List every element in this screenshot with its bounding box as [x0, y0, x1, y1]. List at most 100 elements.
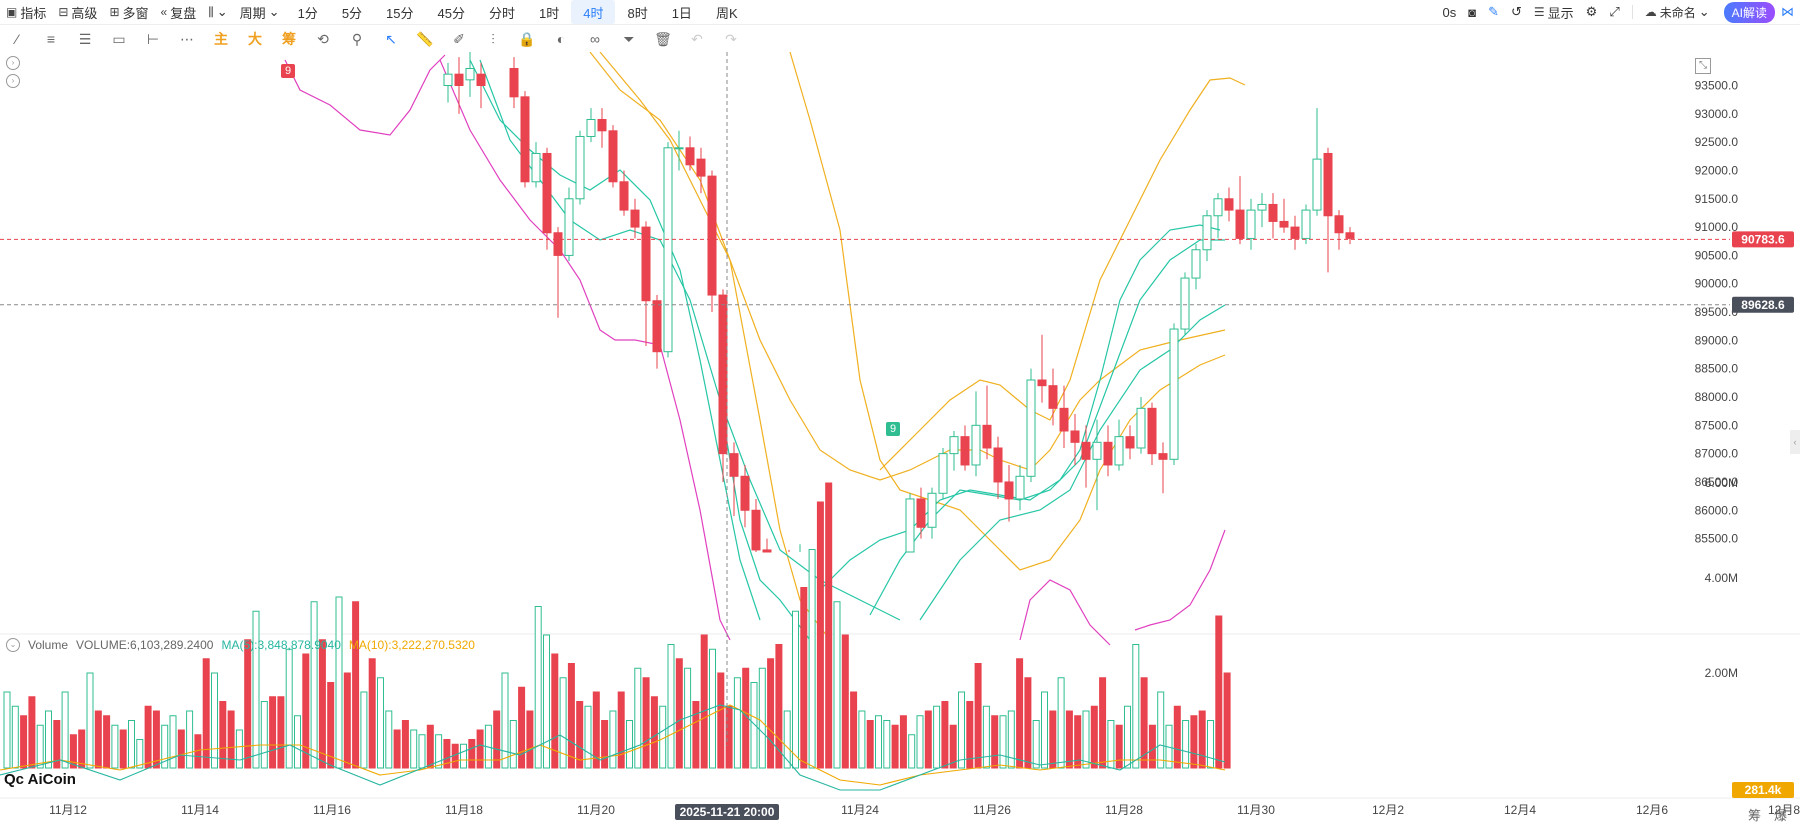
display-button[interactable]: ☰ 显示 [1528, 0, 1580, 24]
period-2[interactable]: 15分 [386, 5, 414, 21]
collapse-icon[interactable]: ⌄ [6, 638, 20, 652]
volume-bar [136, 739, 144, 769]
cursor-icon[interactable]: ↖ [385, 30, 397, 47]
share-icon[interactable]: ⋈ [1781, 4, 1794, 19]
link-icon[interactable]: ∞ [590, 31, 600, 47]
volume-last-tag: 281.4k [1745, 783, 1782, 797]
volume-bar [1140, 677, 1148, 769]
volume-bar [750, 682, 758, 769]
main-indicator-button[interactable]: 主 [214, 31, 228, 47]
period-3[interactable]: 45分 [437, 5, 465, 21]
period-dropdown[interactable]: 周期 ⌄ [234, 0, 286, 24]
fib-tool-icon[interactable]: ☰ [78, 30, 92, 47]
replay-button[interactable]: «复盘 [155, 0, 203, 24]
price-tick-label: 88500.0 [1695, 362, 1739, 376]
advanced-icon: ⊟ [58, 5, 69, 19]
price-tick-label: 90000.0 [1695, 277, 1739, 291]
indicators-button[interactable]: ▣ 指标 [0, 0, 52, 24]
price-tick-label: 86000.0 [1695, 503, 1739, 517]
period-0[interactable]: 1分 [297, 5, 318, 21]
camera-icon[interactable]: ◙ [1468, 4, 1477, 20]
crosshair-time-tag-bg [675, 804, 779, 820]
horizontal-line-icon[interactable]: ⊢ [146, 30, 160, 47]
price-tick-label: 89500.0 [1695, 305, 1739, 319]
period-6[interactable]: 4时 [571, 0, 616, 24]
candle-body [1081, 441, 1091, 460]
magnet-icon[interactable]: ⚲ [351, 30, 363, 47]
ai-analysis-button[interactable]: AI解读 [1723, 1, 1775, 23]
period-7[interactable]: 8时 [627, 5, 648, 21]
rotate-icon[interactable]: ↺ [1510, 4, 1522, 19]
period-1[interactable]: 5分 [341, 5, 363, 21]
layout-name: 未命名 [1659, 5, 1696, 20]
volume-bar [1132, 644, 1140, 769]
candle-body [443, 73, 453, 86]
candle-body [993, 447, 1003, 483]
redo-icon[interactable]: ↷ [725, 30, 737, 47]
indicator-tool-icon[interactable]: ⫶ [491, 30, 495, 47]
td-sequential-marker: 9 [886, 422, 901, 436]
chip-button[interactable]: 筹 [282, 31, 296, 47]
volume-bar [800, 587, 808, 769]
kline-chart[interactable]: 93500.0 93000.0 92500.0 92000.0 91500.0 91000… [0, 52, 1800, 824]
volume-bar [1065, 710, 1073, 769]
sync-icon[interactable]: ⟲ [317, 30, 329, 47]
side-panel-toggle[interactable]: ‹ [1790, 430, 1800, 454]
period-4[interactable]: 分时 [488, 5, 515, 21]
fullscreen-icon[interactable]: ⤢ [1609, 4, 1620, 19]
layout-dropdown[interactable]: ☁ 未命名 ⌄ [1639, 0, 1716, 24]
eye-icon[interactable]: ◐ [556, 31, 566, 47]
advanced-button[interactable]: ⊟ 高级 [52, 0, 103, 24]
volume-bar [899, 715, 907, 769]
top-toolbar: ▣ 指标 ⊟ 高级 ⊞ 多窗 «复盘 ⫼ ⌄ 周期 ⌄ 1分 5分 15分 45分 分时 1时 4时 8… [0, 0, 1800, 25]
more-tools-icon[interactable]: ⋯ [180, 30, 194, 47]
period-8[interactable]: 1日 [671, 5, 692, 21]
candle-body [509, 68, 519, 98]
candle-body [971, 424, 981, 466]
last-price-tag: 90783.6 [1741, 232, 1785, 246]
volume-bar [758, 667, 766, 769]
volume-bar [875, 715, 882, 769]
volume-bar [825, 482, 833, 769]
big-order-button[interactable]: 大 [248, 31, 262, 47]
volume-bar [269, 696, 277, 769]
rect-tool-icon[interactable]: ▭ [112, 30, 126, 47]
volume-bar [418, 734, 426, 769]
candle-body [520, 96, 530, 183]
gear-icon[interactable]: ⚙ [1585, 4, 1598, 19]
reset-chart-icon[interactable]: ⤡ [1695, 58, 1711, 74]
period-9[interactable]: 周K [715, 5, 738, 21]
line-tool-icon[interactable]: ⁄ [15, 31, 19, 47]
filter-icon[interactable]: ⏷ [623, 30, 635, 47]
expand-icon[interactable]: › [6, 74, 20, 88]
td-sequential-marker: 9 [281, 64, 296, 78]
chevron-down-icon: ⌄ [1698, 4, 1710, 19]
volume-bar [211, 672, 218, 769]
volume-bar [958, 691, 965, 769]
volume-bar [592, 691, 600, 769]
pen-icon[interactable]: ✎ [1488, 4, 1499, 19]
chip-toggle[interactable]: 筹 [1748, 808, 1762, 823]
parallel-tool-icon[interactable]: ≡ [46, 31, 56, 47]
volume-bar [1124, 705, 1131, 769]
price-tick-label: 93500.0 [1695, 79, 1739, 93]
undo-icon[interactable]: ↶ [691, 30, 703, 47]
candle-body [1070, 430, 1080, 443]
chart-type-button[interactable]: ⫼ ⌄ [202, 0, 233, 24]
multi-window-button[interactable]: ⊞ 多窗 [103, 0, 154, 24]
candle-body [927, 492, 937, 528]
volume-bar [700, 634, 708, 769]
trash-icon[interactable]: 🗑 [654, 30, 672, 47]
lock-icon[interactable]: 🔒 [518, 30, 536, 47]
expand-icon[interactable]: › [6, 56, 20, 70]
volume-bar [1032, 720, 1040, 769]
candle-body [1059, 407, 1069, 432]
volume-bar [1024, 677, 1032, 769]
candle-body [905, 498, 915, 553]
candle-body [1301, 209, 1311, 239]
liquidation-toggle[interactable]: 爆 [1774, 808, 1788, 823]
ruler-icon[interactable]: 📏 [416, 30, 434, 47]
brush-icon[interactable]: ✐ [453, 30, 465, 47]
period-5[interactable]: 1时 [539, 5, 560, 21]
volume-title: Volume [28, 638, 69, 652]
